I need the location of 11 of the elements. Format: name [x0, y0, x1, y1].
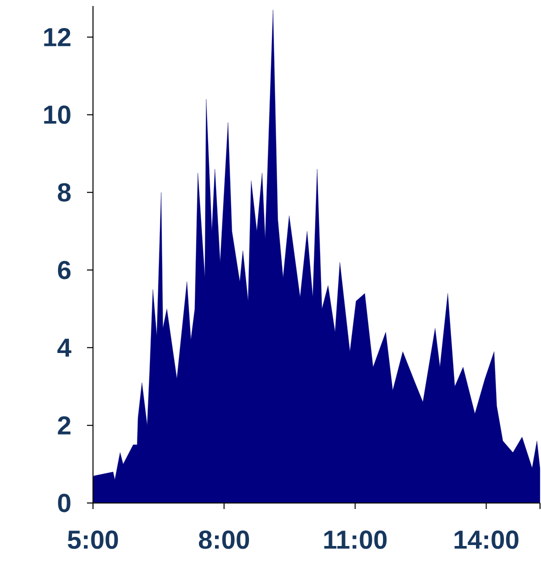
y-tick-label: 0	[58, 494, 70, 512]
y-tick-label: 8	[58, 183, 71, 202]
y-tick-label: 4	[57, 338, 72, 357]
x-tick-label: 5:00	[68, 530, 118, 549]
x-tick-label: 8:00	[198, 530, 250, 549]
y-tick-label: 10	[44, 106, 70, 124]
y-tick-label: 12	[44, 28, 70, 46]
x-tick-label: 11:00	[324, 530, 387, 549]
y-tick-label: 2	[58, 416, 70, 434]
y-tick-label: 6	[58, 260, 71, 280]
x-tick-label: 14:00	[454, 530, 518, 549]
